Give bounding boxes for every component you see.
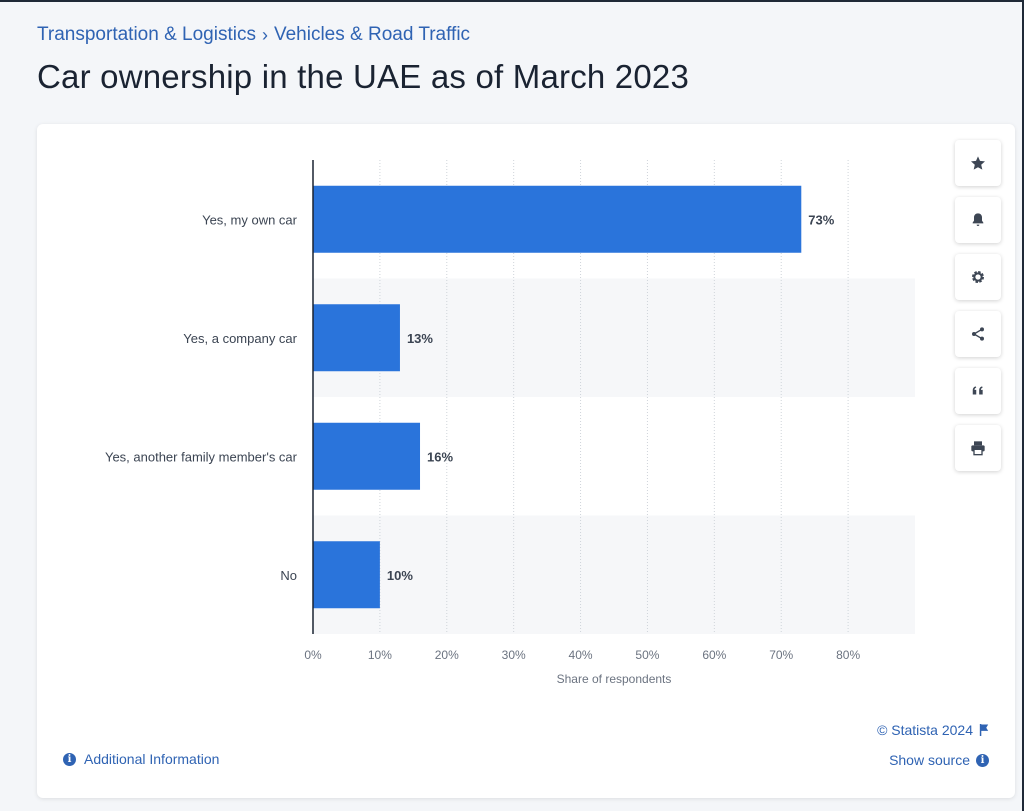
bar	[313, 422, 421, 490]
settings-button[interactable]	[955, 254, 1001, 300]
chart-card: Yes, my own car 73% Yes, a company car 13% Y…	[37, 124, 1015, 798]
category-label: Yes, another family member's car	[105, 449, 298, 464]
print-button[interactable]	[955, 425, 1001, 471]
bar	[313, 304, 400, 372]
x-tick-label: 60%	[702, 648, 726, 662]
window-frame-top	[0, 0, 1024, 2]
bar	[313, 541, 380, 609]
row-band	[313, 278, 915, 397]
chart-toolbar	[955, 140, 1001, 482]
additional-information-link[interactable]: i Additional Information	[63, 751, 219, 767]
gear-icon	[972, 271, 984, 283]
x-tick-label: 70%	[769, 648, 793, 662]
breadcrumb-item-vehicles[interactable]: Vehicles & Road Traffic	[273, 24, 471, 45]
category-label: No	[280, 568, 297, 583]
breadcrumb: Transportation & Logistics › Vehicles & …	[37, 24, 470, 46]
row-band	[313, 515, 915, 634]
bar	[313, 185, 802, 253]
info-icon: i	[63, 752, 76, 766]
copyright-text: © Statista 2024	[877, 722, 973, 738]
flag-icon[interactable]	[978, 724, 989, 736]
x-axis-title: Share of respondents	[557, 672, 672, 686]
bar-chart: Yes, my own car 73% Yes, a company car 13% Y…	[105, 160, 915, 686]
x-tick-label: 0%	[304, 648, 322, 662]
x-tick-label: 10%	[368, 648, 392, 662]
x-tick-label: 40%	[569, 648, 593, 662]
additional-information-label: Additional Information	[84, 751, 220, 767]
show-source-label: Show source	[889, 752, 970, 768]
value-label: 13%	[407, 331, 433, 346]
value-label: 73%	[808, 212, 834, 227]
category-label: Yes, a company car	[183, 331, 297, 346]
breadcrumb-item-transportation[interactable]: Transportation & Logistics	[37, 24, 256, 45]
show-source-link[interactable]: Show source i	[889, 752, 989, 768]
value-label: 10%	[387, 568, 413, 583]
x-tick-label: 20%	[435, 648, 459, 662]
category-label: Yes, my own car	[202, 212, 298, 227]
cite-button[interactable]	[955, 368, 1001, 414]
breadcrumb-separator: ›	[261, 24, 268, 45]
favorite-button[interactable]	[955, 140, 1001, 186]
x-tick-label: 50%	[635, 648, 659, 662]
x-tick-label: 30%	[502, 648, 526, 662]
info-icon: i	[976, 753, 989, 767]
print-icon	[971, 441, 985, 456]
share-button[interactable]	[955, 311, 1001, 357]
quote-icon	[972, 386, 983, 395]
window-frame-right	[1022, 0, 1024, 811]
x-tick-label: 80%	[836, 648, 860, 662]
copyright: © Statista 2024	[877, 722, 989, 738]
page-title: Car ownership in the UAE as of March 202…	[37, 58, 690, 95]
share-icon	[972, 327, 984, 341]
bell-icon	[972, 213, 984, 226]
star-icon	[971, 156, 985, 170]
value-label: 16%	[427, 449, 453, 464]
notification-button[interactable]	[955, 197, 1001, 243]
